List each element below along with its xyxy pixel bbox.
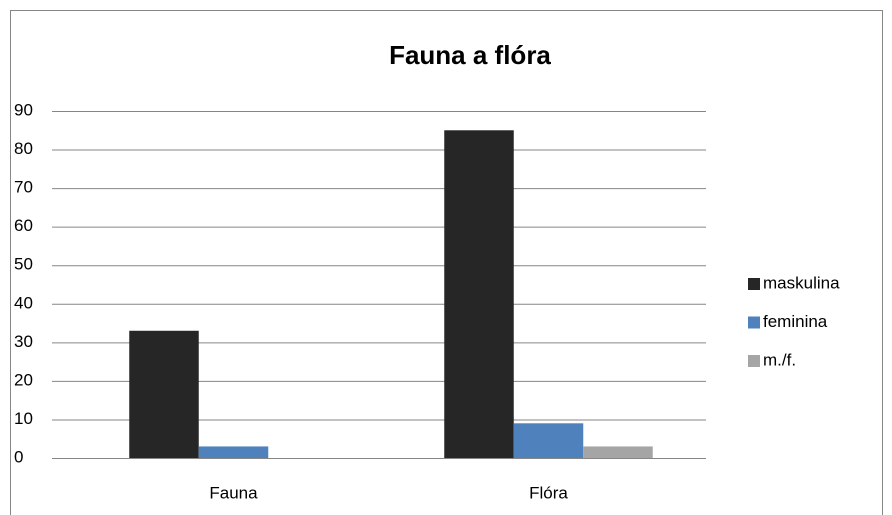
legend-label: m./f. [763,350,796,369]
y-tick-label: 50 [14,255,33,274]
y-tick-label: 80 [14,139,33,158]
legend-swatch [748,316,760,329]
x-tick-label: Fauna [209,483,258,502]
y-tick-label: 0 [14,447,23,466]
legend-label: feminina [763,312,828,331]
y-tick-label: 30 [14,332,33,351]
legend-swatch [748,355,760,367]
bar [513,423,584,458]
bar [583,446,653,458]
legend-label: maskulina [763,273,840,292]
y-tick-label: 40 [14,293,33,312]
y-tick-label: 70 [14,178,33,197]
bar [129,330,199,458]
chart-title: Fauna a flóra [389,40,551,70]
legend-swatch [748,278,760,290]
y-tick-label: 60 [14,216,33,235]
y-tick-label: 20 [14,370,33,389]
bar [198,446,269,458]
x-tick-label: Flóra [529,483,568,502]
y-tick-label: 10 [14,409,33,428]
bar [444,130,514,458]
y-tick-label: 90 [14,100,33,119]
